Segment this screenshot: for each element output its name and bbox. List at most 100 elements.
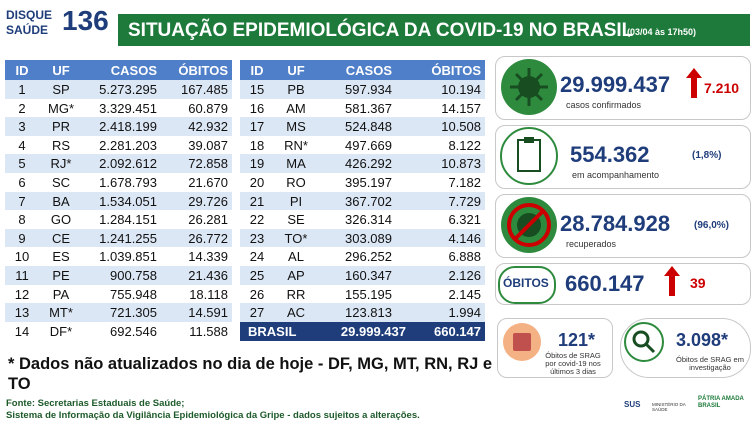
table-cell: 597.934	[345, 82, 392, 97]
table-cell: 10	[14, 249, 30, 265]
table-cell: 326.314	[345, 212, 392, 228]
logo	[2, 4, 110, 42]
table-row	[5, 80, 232, 99]
table-cell: 7.182	[448, 175, 481, 190]
table-cell: RJ*	[50, 156, 72, 172]
deaths-increase: 39	[690, 275, 706, 291]
table-cell: 8	[18, 212, 26, 228]
table-cell: 26.281	[188, 212, 228, 228]
table-row	[5, 284, 232, 304]
table-row	[240, 117, 485, 136]
footer-logo: PÁTRIA AMADA BRASIL	[698, 396, 744, 409]
table-cell: 25	[249, 268, 265, 283]
up-arrow	[686, 68, 702, 98]
table-cell: 29.726	[188, 193, 228, 209]
table-cell: 497.669	[345, 137, 392, 153]
header-row	[5, 60, 232, 80]
recovered-icon	[501, 197, 557, 253]
table-cell: 27	[249, 305, 265, 321]
virus-icon	[501, 59, 557, 115]
cases-label: casos confirmados	[566, 100, 642, 110]
table-cell: SP	[52, 82, 70, 97]
table-cell: 4	[18, 137, 26, 153]
table-row	[5, 135, 232, 155]
table-cell: SC	[51, 175, 71, 190]
table-cell: 39.087	[188, 137, 228, 153]
recovered-value: 28.784.928	[560, 211, 671, 236]
date: (03/04 às 17h50)	[627, 27, 697, 37]
table-cell: 17	[249, 119, 265, 135]
table-row	[5, 117, 232, 136]
table-row	[240, 191, 485, 211]
table-cell: 2.126	[448, 268, 481, 283]
table-row	[5, 191, 232, 211]
table-row	[5, 247, 232, 266]
table-cell: 5.273.295	[99, 82, 157, 97]
table-row	[5, 98, 232, 118]
column-header: UF	[287, 63, 305, 78]
recovered-label: recuperados	[566, 239, 617, 249]
srag-investigation-label: Óbitos de SRAG em investigação	[676, 355, 744, 372]
table-cell: 9	[18, 230, 26, 246]
table-cell: 11.588	[189, 323, 228, 339]
deaths-value: 660.147	[565, 271, 645, 296]
table-cell: 721.305	[110, 305, 157, 321]
column-header: ÓBITOS	[431, 63, 481, 78]
table-row	[240, 80, 485, 99]
up-arrow	[664, 266, 680, 296]
table-row	[5, 228, 232, 248]
table-cell: CE	[51, 230, 71, 246]
column-header: ÓBITOS	[178, 63, 228, 78]
table-cell: 4.146	[448, 230, 481, 246]
logo-text: DISQUE	[6, 8, 53, 22]
footer-logo: SUS	[624, 400, 641, 409]
table-cell: RO	[286, 175, 306, 190]
table-row	[240, 247, 485, 266]
table-row	[240, 266, 485, 285]
search-icon	[624, 322, 664, 362]
table-cell: AM	[286, 100, 306, 116]
table-cell: 18	[249, 137, 265, 153]
table-cell: PE	[52, 268, 70, 283]
logo-text: SAÚDE	[6, 23, 49, 37]
table-cell: AL	[288, 249, 304, 265]
cases-value: 29.999.437	[560, 72, 671, 97]
monitoring-value: 554.362	[570, 142, 650, 167]
table-cell: 2.145	[448, 286, 481, 302]
table-cell: 10.873	[441, 156, 481, 172]
table-cell: 16	[249, 100, 265, 116]
table-cell: 6.888	[448, 249, 481, 265]
table-cell: 900.758	[110, 268, 157, 283]
logo-number: 136	[62, 5, 109, 36]
table-row	[240, 98, 485, 118]
tables: ID UF CASOS ÓBITOS 1 SP 5.273.295 167.485 2 MG* 3.…	[5, 60, 485, 342]
table-cell: 21	[249, 193, 265, 209]
table-cell: MS	[286, 119, 306, 135]
table-row	[240, 135, 485, 155]
note: * Dados não atualizados no dia de hoje -…	[8, 355, 493, 393]
recovered-percent: (96,0%)	[694, 220, 730, 231]
column-header: ID	[15, 63, 29, 78]
table-row	[240, 303, 485, 322]
table-cell: 11	[15, 268, 29, 283]
table-cell: SE	[287, 212, 305, 228]
table-cell: 2.092.612	[99, 156, 157, 172]
table-row	[240, 210, 485, 229]
table-cell: RS	[51, 137, 71, 153]
table-cell: 524.848	[345, 119, 392, 135]
panel	[495, 56, 751, 120]
table-cell: ES	[52, 249, 70, 265]
table-cell: 72.858	[188, 156, 228, 172]
table-cell: 22	[249, 212, 265, 228]
table-cell: 18.118	[189, 286, 228, 302]
table-cell: 1.241.255	[99, 230, 157, 246]
title-bar	[118, 14, 750, 46]
table-cell: 26.772	[188, 230, 228, 246]
table-cell: 2.418.199	[99, 119, 157, 135]
header-row	[240, 60, 485, 80]
table-cell: 15	[249, 82, 265, 97]
total-cell: BRASIL	[248, 323, 297, 339]
table-cell: 14	[14, 323, 30, 339]
table-row	[5, 321, 232, 341]
